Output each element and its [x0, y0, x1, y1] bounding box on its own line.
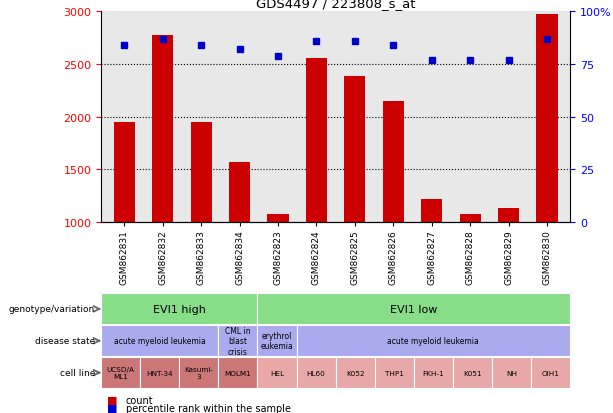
Text: UCSD/A
ML1: UCSD/A ML1: [107, 366, 135, 379]
Bar: [101, 325, 218, 356]
Bar: [101, 294, 257, 325]
Text: K051: K051: [463, 370, 482, 376]
Text: HNT-34: HNT-34: [147, 370, 173, 376]
Text: acute myeloid leukemia: acute myeloid leukemia: [114, 337, 205, 345]
Text: K052: K052: [346, 370, 365, 376]
Bar: [460, 215, 481, 223]
Text: NH: NH: [506, 370, 517, 376]
Bar: [257, 325, 297, 356]
Bar: [257, 294, 570, 325]
Bar: [180, 357, 218, 388]
Bar: [306, 59, 327, 223]
Bar: [453, 357, 492, 388]
Bar: [191, 123, 211, 223]
Text: percentile rank within the sample: percentile rank within the sample: [126, 403, 291, 413]
Bar: [152, 36, 173, 223]
Text: EVI1 low: EVI1 low: [390, 304, 438, 314]
Bar: [218, 325, 257, 356]
Bar: [492, 357, 531, 388]
Text: ■: ■: [107, 403, 118, 413]
Text: erythrol
eukemia: erythrol eukemia: [261, 331, 294, 351]
Text: EVI1 high: EVI1 high: [153, 304, 206, 314]
Bar: [345, 76, 365, 223]
Text: cell line: cell line: [59, 368, 95, 377]
Text: count: count: [126, 395, 153, 405]
Bar: [421, 200, 443, 223]
Bar: [297, 357, 336, 388]
Text: HEL: HEL: [270, 370, 284, 376]
Bar: [229, 163, 250, 223]
Bar: [297, 325, 570, 356]
Bar: [101, 357, 140, 388]
Bar: [140, 357, 179, 388]
Text: FKH-1: FKH-1: [422, 370, 444, 376]
Text: CML in
blast
crisis: CML in blast crisis: [225, 326, 251, 356]
Text: acute myeloid leukemia: acute myeloid leukemia: [387, 337, 479, 345]
Bar: [414, 357, 453, 388]
Text: MOLM1: MOLM1: [224, 370, 251, 376]
Bar: [498, 209, 519, 223]
Bar: [257, 357, 297, 388]
Bar: [267, 215, 289, 223]
Text: genotype/variation: genotype/variation: [9, 305, 95, 313]
Text: disease state: disease state: [35, 337, 95, 345]
Text: OIH1: OIH1: [542, 370, 560, 376]
Bar: [336, 357, 375, 388]
Bar: [113, 123, 135, 223]
Bar: [536, 14, 558, 223]
Bar: [375, 357, 414, 388]
Text: THP1: THP1: [385, 370, 404, 376]
Text: HL60: HL60: [306, 370, 326, 376]
Bar: [531, 357, 570, 388]
Text: ■: ■: [107, 395, 118, 405]
Title: GDS4497 / 223808_s_at: GDS4497 / 223808_s_at: [256, 0, 416, 10]
Bar: [383, 102, 404, 223]
Text: Kasumi-
3: Kasumi- 3: [185, 366, 213, 379]
Bar: [218, 357, 257, 388]
